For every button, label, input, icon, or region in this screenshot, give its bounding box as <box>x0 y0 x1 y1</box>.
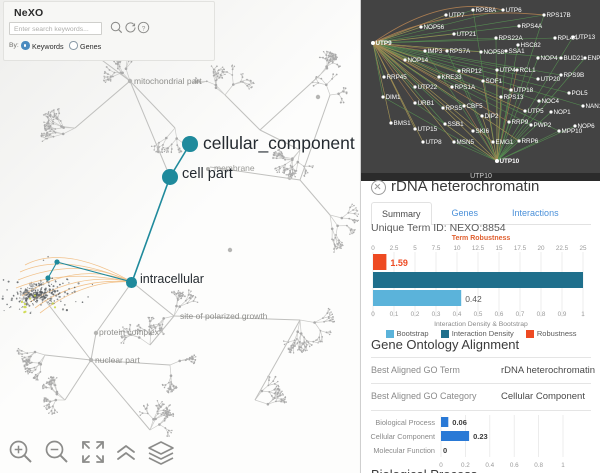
svg-text:Biological Process: Biological Process <box>375 418 435 427</box>
svg-text:7.5: 7.5 <box>432 245 441 252</box>
svg-text:20: 20 <box>537 245 545 252</box>
svg-text:CBF5: CBF5 <box>467 103 484 110</box>
svg-text:0.42: 0.42 <box>465 294 482 304</box>
svg-text:NOC4: NOC4 <box>542 98 560 105</box>
svg-text:Molecular Function: Molecular Function <box>373 446 435 455</box>
svg-text:0: 0 <box>371 311 375 318</box>
svg-text:0.5: 0.5 <box>474 311 483 318</box>
svg-text:0.8: 0.8 <box>537 311 546 318</box>
svg-text:UTP9: UTP9 <box>376 40 393 47</box>
svg-text:URB1: URB1 <box>418 100 435 107</box>
svg-text:0.4: 0.4 <box>485 462 494 469</box>
svg-text:UTP10: UTP10 <box>500 158 520 165</box>
svg-text:UTP5: UTP5 <box>528 108 545 115</box>
svg-text:RPS7A: RPS7A <box>450 48 471 55</box>
svg-text:0.8: 0.8 <box>534 462 543 469</box>
svg-text:0.3: 0.3 <box>432 311 441 318</box>
svg-text:UTP6: UTP6 <box>506 7 523 14</box>
svg-text:RRP45: RRP45 <box>387 74 408 81</box>
svg-text:0.1: 0.1 <box>390 311 399 318</box>
svg-text:NOP1: NOP1 <box>554 109 572 116</box>
svg-text:UTP7: UTP7 <box>449 12 466 19</box>
svg-text:15: 15 <box>495 245 503 252</box>
svg-text:UTP13: UTP13 <box>576 34 596 41</box>
svg-text:IMP3: IMP3 <box>428 48 443 55</box>
svg-text:25: 25 <box>579 245 587 252</box>
svg-text:0.2: 0.2 <box>411 311 420 318</box>
svg-text:RRP12: RRP12 <box>462 68 483 75</box>
svg-text:?: ? <box>142 25 146 32</box>
svg-text:RPS13: RPS13 <box>504 94 524 101</box>
svg-text:Interaction Density & Bootstra: Interaction Density & Bootstrap <box>434 321 528 328</box>
svg-text:0.06: 0.06 <box>452 418 467 427</box>
svg-text:NOP56: NOP56 <box>424 24 445 31</box>
svg-text:HSC82: HSC82 <box>521 42 542 49</box>
svg-text:Term Robustness: Term Robustness <box>452 235 511 242</box>
svg-text:BMS1: BMS1 <box>394 120 412 127</box>
svg-text:RPS17B: RPS17B <box>547 12 571 19</box>
svg-text:1.59: 1.59 <box>390 258 408 268</box>
svg-text:UTP20: UTP20 <box>541 76 561 83</box>
svg-text:EMG1: EMG1 <box>496 139 514 146</box>
svg-text:5: 5 <box>413 245 417 252</box>
svg-text:1: 1 <box>581 311 585 318</box>
svg-text:0.6: 0.6 <box>510 462 519 469</box>
svg-text:RCL1: RCL1 <box>520 67 537 74</box>
svg-text:2.5: 2.5 <box>390 245 399 252</box>
svg-text:BUD21: BUD21 <box>564 55 585 62</box>
svg-text:MPP10: MPP10 <box>562 128 583 135</box>
svg-text:UTP8: UTP8 <box>426 139 443 146</box>
svg-text:RPS9B: RPS9B <box>564 72 585 79</box>
svg-text:Cellular Component: Cellular Component <box>371 432 436 441</box>
svg-text:RRP6: RRP6 <box>522 138 539 145</box>
svg-text:SSB1: SSB1 <box>448 121 465 128</box>
svg-text:UTP4: UTP4 <box>500 67 517 74</box>
svg-text:0: 0 <box>443 446 447 455</box>
svg-text:NOP4: NOP4 <box>541 55 559 62</box>
svg-text:0.9: 0.9 <box>558 311 567 318</box>
svg-text:10: 10 <box>453 245 461 252</box>
svg-text:SSA1: SSA1 <box>509 48 526 55</box>
svg-text:DIM1: DIM1 <box>386 94 402 101</box>
svg-text:RPS5: RPS5 <box>446 105 463 112</box>
svg-text:UTP21: UTP21 <box>457 31 477 38</box>
svg-text:RPS8A: RPS8A <box>476 7 497 14</box>
svg-text:NOP58: NOP58 <box>484 49 505 56</box>
svg-text:0.6: 0.6 <box>495 311 504 318</box>
svg-text:SKI6: SKI6 <box>476 128 490 135</box>
svg-text:17.5: 17.5 <box>514 245 527 252</box>
svg-text:UTP15: UTP15 <box>418 126 438 133</box>
svg-text:RPS1A: RPS1A <box>455 84 476 91</box>
svg-text:RRP9: RRP9 <box>512 119 529 126</box>
svg-text:UTP22: UTP22 <box>418 84 438 91</box>
svg-text:RPS4A: RPS4A <box>522 23 543 30</box>
svg-text:0.23: 0.23 <box>473 432 488 441</box>
svg-text:0: 0 <box>371 245 375 252</box>
svg-text:PWP2: PWP2 <box>534 122 552 129</box>
svg-text:NOP14: NOP14 <box>408 57 429 64</box>
svg-text:12.5: 12.5 <box>472 245 485 252</box>
svg-text:UTP18: UTP18 <box>514 87 534 94</box>
svg-text:0.4: 0.4 <box>453 311 462 318</box>
svg-text:ENP1: ENP1 <box>588 55 600 62</box>
svg-text:22.5: 22.5 <box>556 245 569 252</box>
svg-text:MSN5: MSN5 <box>457 139 475 146</box>
svg-text:NAN1: NAN1 <box>586 103 600 110</box>
svg-text:POL5: POL5 <box>572 90 589 97</box>
svg-text:1: 1 <box>561 462 565 469</box>
svg-text:KRE33: KRE33 <box>442 74 462 81</box>
svg-text:DIP2: DIP2 <box>485 113 499 120</box>
svg-text:RPS22A: RPS22A <box>499 35 524 42</box>
svg-text:SOF1: SOF1 <box>486 78 503 85</box>
svg-text:0.7: 0.7 <box>516 311 525 318</box>
